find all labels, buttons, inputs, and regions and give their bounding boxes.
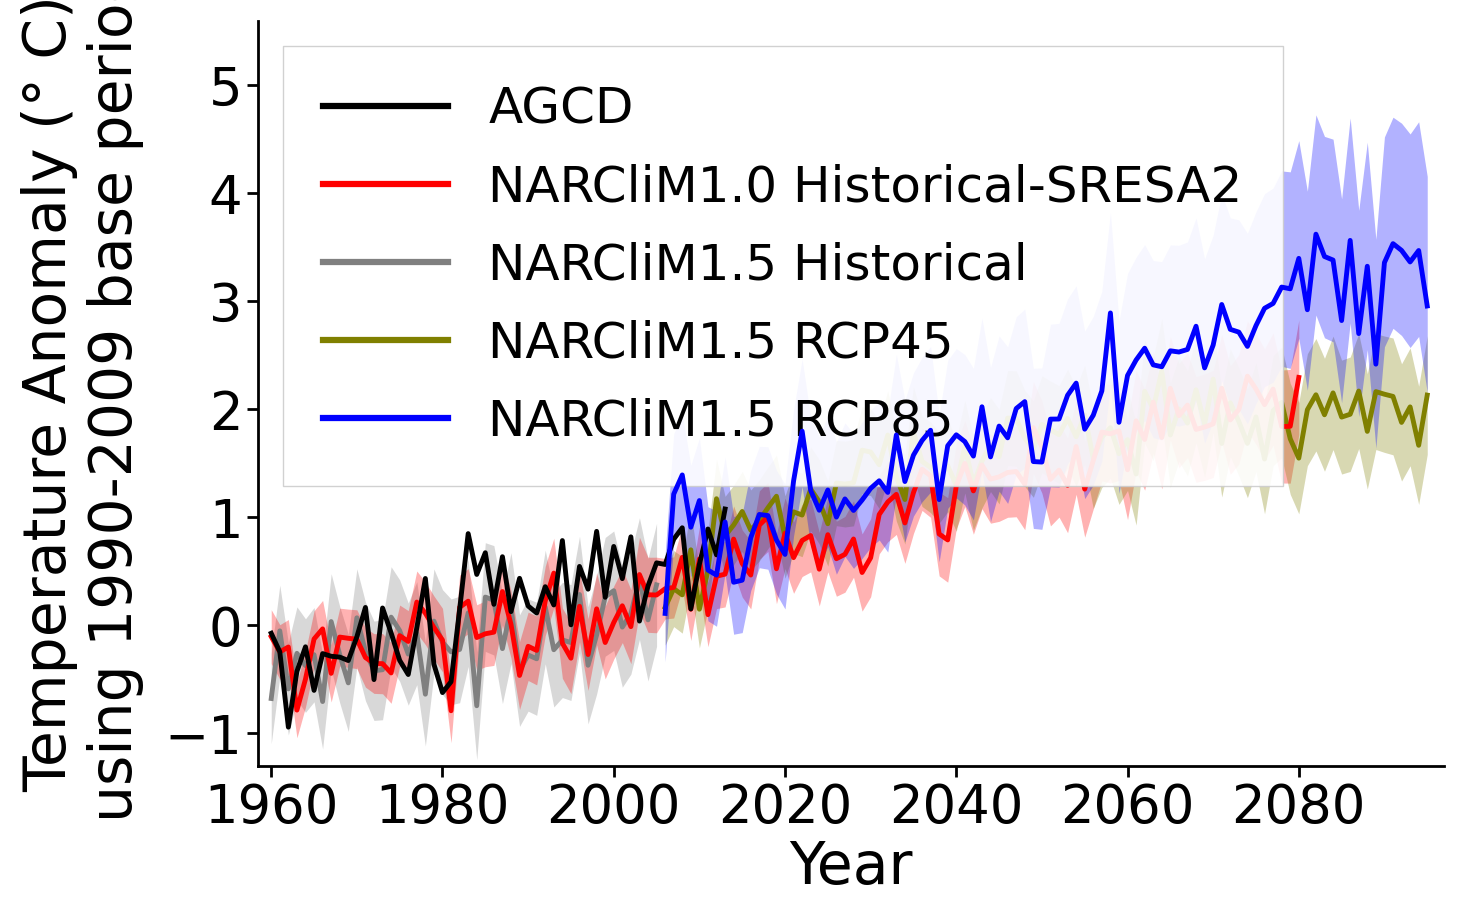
- Y-axis label: Temperature Anomaly (° C)
using 1990-2009 base period: Temperature Anomaly (° C) using 1990-200…: [21, 0, 144, 822]
- X-axis label: Year: Year: [790, 839, 913, 896]
- Legend: AGCD, NARCliM1.0 Historical-SRESA2, NARCliM1.5 Historical, NARCliM1.5 RCP45, NAR: AGCD, NARCliM1.0 Historical-SRESA2, NARC…: [283, 46, 1282, 486]
